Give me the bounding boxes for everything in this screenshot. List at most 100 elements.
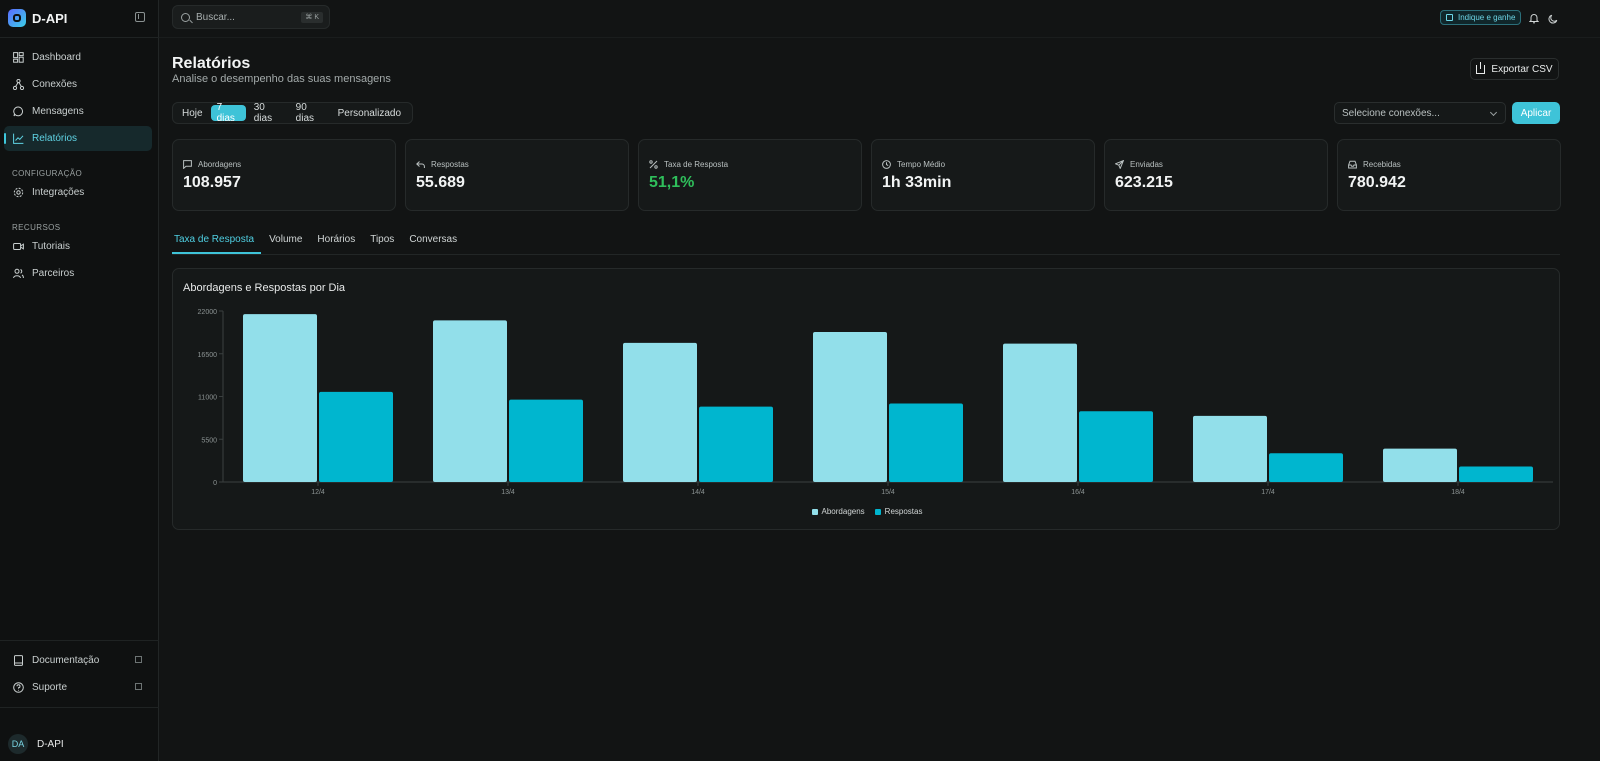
stat-card-respostas: Respostas 55.689 [405, 139, 629, 211]
x-tick-label: 18/4 [1451, 489, 1465, 496]
stat-label-text: Abordagens [198, 160, 242, 169]
gift-icon [1446, 14, 1453, 21]
users-icon [12, 268, 24, 280]
connections-select[interactable]: Selecione conexões... [1334, 102, 1506, 124]
stat-label-text: Taxa de Resposta [664, 160, 729, 169]
y-tick-label: 5500 [201, 437, 217, 444]
legend-item-respostas[interactable]: Respostas [874, 507, 922, 516]
date-range-tabs: Hoje 7 dias 30 dias 90 dias Personalizad… [172, 102, 413, 124]
stat-card-taxa-resposta: Taxa de Resposta 51,1% [638, 139, 862, 211]
clock-icon [882, 160, 891, 169]
stat-label: Taxa de Resposta [649, 160, 728, 169]
export-csv-button[interactable]: Exportar CSV [1470, 58, 1559, 80]
brand[interactable]: D-API [8, 8, 67, 28]
section-configuracao: CONFIGURAÇÃO [12, 169, 83, 178]
sidebar-item-label: Suporte [32, 682, 68, 693]
dashboard-icon [12, 52, 24, 64]
tab-horarios[interactable]: Horários [317, 234, 356, 245]
range-hoje[interactable]: Hoje [182, 107, 203, 119]
sidebar-item-relatorios[interactable]: Relatórios [4, 126, 152, 151]
y-tick-label: 16500 [198, 352, 218, 359]
bell-icon[interactable] [1528, 12, 1540, 24]
y-tick-label: 22000 [198, 309, 218, 316]
x-tick-label: 13/4 [501, 489, 515, 496]
tab-taxa-resposta[interactable]: Taxa de Resposta [172, 230, 262, 254]
external-link-icon [135, 683, 142, 690]
tab-volume[interactable]: Volume [269, 234, 303, 245]
search-input[interactable]: Buscar... ⌘ K [172, 5, 330, 29]
bar-abordagens [243, 314, 317, 482]
refer-button[interactable]: Indique e ganhe [1440, 10, 1521, 25]
legend-swatch [874, 508, 881, 515]
bar-abordagens [1193, 415, 1267, 482]
tab-conversas[interactable]: Conversas [409, 234, 458, 245]
topbar-divider [159, 37, 1600, 38]
divider [0, 37, 159, 38]
stat-label-text: Respostas [431, 160, 469, 169]
tab-tipos[interactable]: Tipos [370, 234, 395, 245]
chart-tabs: Taxa de Resposta Volume Horários Tipos C… [172, 230, 470, 254]
stat-label: Respostas [416, 160, 469, 169]
sidebar-item-parceiros[interactable]: Parceiros [4, 261, 152, 286]
sidebar-item-label: Mensagens [32, 106, 84, 117]
bar-respostas [699, 406, 773, 482]
bar-abordagens [1383, 448, 1457, 482]
sidebar-item-tutoriais[interactable]: Tutoriais [4, 234, 152, 259]
stat-value: 51,1% [649, 174, 695, 191]
sidebar-item-integracoes[interactable]: Integrações [4, 180, 152, 205]
gear-icon [12, 187, 24, 199]
stat-card-abordagens: Abordagens 108.957 [172, 139, 396, 211]
download-icon [1476, 61, 1486, 74]
connections-placeholder: Selecione conexões... [1342, 107, 1440, 119]
bar-abordagens [623, 342, 697, 482]
percent-icon [649, 160, 658, 169]
range-90-dias[interactable]: 90 dias [295, 102, 315, 124]
x-tick-label: 14/4 [691, 489, 705, 496]
search-shortcut: ⌘ K [301, 12, 323, 23]
message-icon [12, 106, 24, 118]
theme-toggle-icon[interactable] [1548, 12, 1558, 24]
bar-chart: 0 5500 11000 16500 22000 12/4 13/4 14/4 15/4 16/4… [198, 309, 1553, 496]
sidebar-toggle-icon[interactable] [135, 12, 145, 22]
sidebar-item-dashboard[interactable]: Dashboard [4, 45, 152, 70]
divider [0, 640, 159, 641]
range-personalizado[interactable]: Personalizado [337, 107, 401, 119]
sidebar-item-conexoes[interactable]: Conexões [4, 72, 152, 97]
sidebar-item-suporte[interactable]: Suporte [4, 675, 152, 700]
external-link-icon [135, 656, 142, 663]
stat-card-recebidas: Recebidas 780.942 [1337, 139, 1561, 211]
book-icon [12, 655, 24, 667]
x-tick-label: 15/4 [881, 489, 895, 496]
video-icon [12, 241, 24, 253]
y-tick-label: 11000 [198, 395, 217, 402]
apply-button[interactable]: Aplicar [1512, 102, 1560, 124]
stat-value: 623.215 [1115, 174, 1173, 191]
search-placeholder: Buscar... [196, 11, 235, 23]
stat-label: Recebidas [1348, 160, 1401, 169]
stat-value: 108.957 [183, 174, 241, 191]
app-logo-icon [8, 9, 26, 27]
bar-abordagens [1003, 343, 1077, 482]
user-name: D-API [37, 738, 64, 750]
legend-swatch [811, 508, 818, 515]
divider [0, 707, 159, 708]
chart-card: Abordagens e Respostas por Dia 0 5500 1100… [172, 268, 1560, 530]
stat-value: 55.689 [416, 174, 465, 191]
sidebar-item-documentacao[interactable]: Documentação [4, 648, 152, 673]
y-tick-label: 0 [213, 480, 217, 487]
bar-respostas [889, 403, 963, 482]
stat-card-tempo-medio: Tempo Médio 1h 33min [871, 139, 1095, 211]
chart-legend: Abordagens Respostas [173, 507, 1561, 516]
user-menu[interactable]: DA D-API [8, 734, 64, 754]
legend-item-abordagens[interactable]: Abordagens [811, 507, 865, 516]
refer-label: Indique e ganhe [1458, 13, 1516, 22]
stat-label: Abordagens [183, 160, 241, 169]
tabs-divider [172, 254, 1560, 255]
send-icon [1115, 160, 1124, 169]
sidebar-item-mensagens[interactable]: Mensagens [4, 99, 152, 124]
x-tick-label: 12/4 [311, 489, 325, 496]
range-30-dias[interactable]: 30 dias [253, 102, 273, 124]
range-7-dias[interactable]: 7 dias [210, 102, 246, 124]
help-icon [12, 682, 24, 694]
stat-label-text: Enviadas [1130, 160, 1163, 169]
